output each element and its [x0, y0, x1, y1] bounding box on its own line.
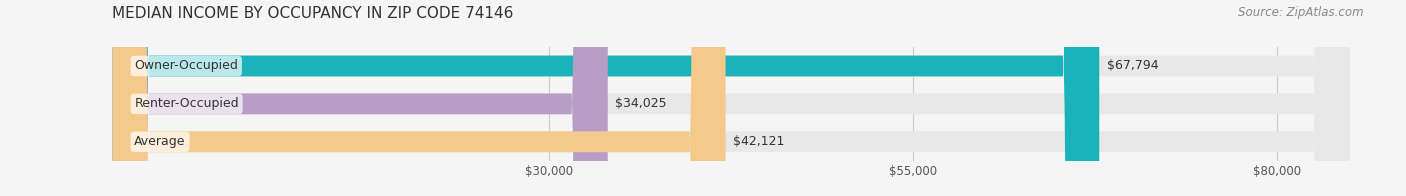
Text: MEDIAN INCOME BY OCCUPANCY IN ZIP CODE 74146: MEDIAN INCOME BY OCCUPANCY IN ZIP CODE 7… — [112, 6, 513, 21]
Text: $42,121: $42,121 — [733, 135, 785, 148]
Text: $67,794: $67,794 — [1107, 60, 1159, 73]
Text: Source: ZipAtlas.com: Source: ZipAtlas.com — [1239, 6, 1364, 19]
FancyBboxPatch shape — [112, 0, 1350, 196]
FancyBboxPatch shape — [112, 0, 725, 196]
Text: $34,025: $34,025 — [614, 97, 666, 110]
Text: Owner-Occupied: Owner-Occupied — [135, 60, 238, 73]
FancyBboxPatch shape — [112, 0, 607, 196]
FancyBboxPatch shape — [112, 0, 1350, 196]
FancyBboxPatch shape — [112, 0, 1350, 196]
Text: Average: Average — [135, 135, 186, 148]
Text: Renter-Occupied: Renter-Occupied — [135, 97, 239, 110]
FancyBboxPatch shape — [112, 0, 1099, 196]
